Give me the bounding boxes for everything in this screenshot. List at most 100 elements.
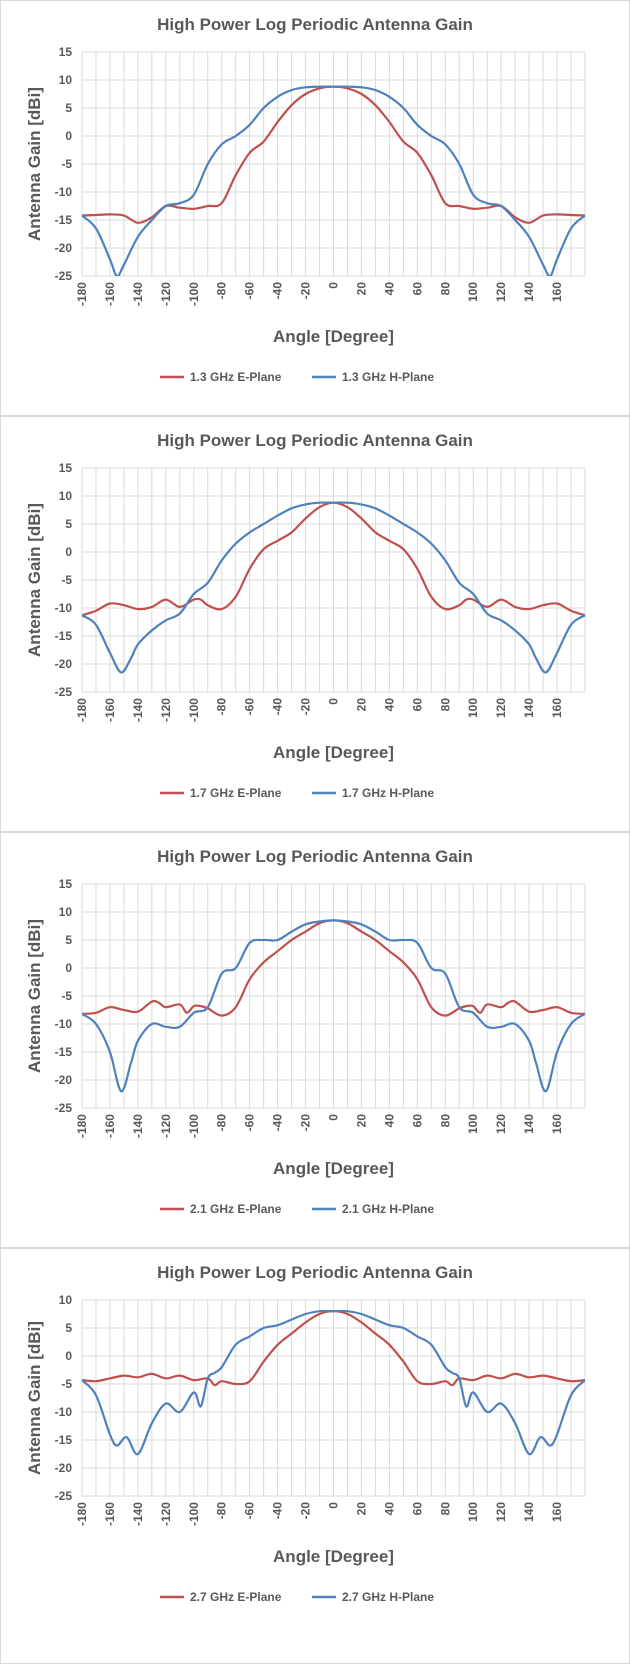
x-tick-label: 100 [466,698,480,718]
y-tick-label: -10 [55,185,73,199]
x-tick-label: -20 [299,1502,313,1520]
y-tick-label: -20 [55,657,73,671]
x-tick-label: -140 [131,1502,145,1526]
y-tick-label: 0 [65,129,72,143]
series-line-h-plane [82,501,585,674]
chart-svg: High Power Log Periodic Antenna Gain 10 5 0… [0,1248,630,1664]
x-tick-label: -160 [103,282,117,306]
x-tick-label: -120 [159,282,173,306]
x-tick-label: -80 [215,1114,229,1132]
y-tick-label: 15 [59,461,73,475]
chart-title: High Power Log Periodic Antenna Gain [157,431,473,450]
x-tick-label: -140 [131,698,145,722]
y-tick-label: 5 [65,1321,72,1335]
y-tick-label: -10 [55,601,73,615]
x-tick-label: 40 [382,282,396,296]
y-tick-label: -5 [61,573,72,587]
chart-panel-1: High Power Log Periodic Antenna Gain 15 10… [0,0,630,416]
x-tick-label: -180 [75,698,89,722]
x-tick-label: 140 [522,282,536,302]
x-tick-label: -100 [187,1502,201,1526]
series-line-h-plane [82,85,585,276]
y-tick-label: -15 [55,213,73,227]
x-tick-label: -60 [243,1114,257,1132]
x-tick-label: 0 [327,1502,341,1509]
x-tick-label: 120 [494,282,508,302]
x-tick-label: -40 [271,282,285,300]
x-tick-label: 80 [438,1502,452,1516]
y-tick-label: -25 [55,1101,73,1115]
x-tick-label: -180 [75,282,89,306]
chart-svg: High Power Log Periodic Antenna Gain 15 10… [0,832,630,1248]
y-tick-label: 15 [59,877,73,891]
x-tick-label: -180 [75,1502,89,1526]
x-axis-label: Angle [Degree] [273,743,394,762]
legend: 1.7 GHz E-Plane 1.7 GHz H-Plane [160,786,434,800]
x-tick-label: -160 [103,1502,117,1526]
y-axis-label: Antenna Gain [dBi] [25,919,44,1073]
x-tick-label: 160 [550,1114,564,1134]
x-axis-label: Angle [Degree] [273,1159,394,1178]
y-tick-label: 5 [65,101,72,115]
x-tick-label: 60 [410,1502,424,1516]
y-tick-label: -20 [55,1073,73,1087]
grid [81,467,586,693]
x-tick-label: 140 [522,1114,536,1134]
x-tick-label: 60 [410,282,424,296]
chart-border [0,416,630,832]
x-tick-label: 100 [466,282,480,302]
legend-label-h-plane: 2.7 GHz H-Plane [342,1590,434,1604]
y-tick-label: -15 [55,1433,73,1447]
x-tick-label: 20 [354,1114,368,1128]
y-tick-label: -25 [55,269,73,283]
y-tick-label: 0 [65,961,72,975]
x-tick-label: 160 [550,1502,564,1522]
x-tick-label: -40 [271,698,285,716]
x-tick-label: -80 [215,282,229,300]
y-tick-label: -25 [55,1489,73,1503]
x-tick-label: 80 [438,698,452,712]
x-tick-label: -100 [187,1114,201,1138]
x-tick-label: 160 [550,282,564,302]
x-tick-label: 40 [382,1502,396,1516]
y-tick-label: 5 [65,933,72,947]
x-tick-label: -60 [243,282,257,300]
x-tick-label: 0 [327,1114,341,1121]
x-tick-label: -60 [243,698,257,716]
y-tick-label: -5 [61,1377,72,1391]
legend-label-e-plane: 1.3 GHz E-Plane [190,370,282,384]
y-axis-label: Antenna Gain [dBi] [25,503,44,657]
y-tick-label: -15 [55,629,73,643]
chart-panel-4: High Power Log Periodic Antenna Gain 10 5 0… [0,1248,630,1664]
y-tick-label: 0 [65,545,72,559]
x-tick-label: 0 [327,282,341,289]
x-tick-label: 100 [466,1114,480,1134]
legend-label-h-plane: 1.7 GHz H-Plane [342,786,434,800]
x-tick-label: -120 [159,1502,173,1526]
legend: 2.1 GHz E-Plane 2.1 GHz H-Plane [160,1202,434,1216]
x-tick-label: -180 [75,1114,89,1138]
x-tick-label: -100 [187,282,201,306]
x-tick-label: 120 [494,1502,508,1522]
x-tick-label: -20 [299,698,313,716]
x-tick-label: 80 [438,1114,452,1128]
x-tick-label: -80 [215,1502,229,1520]
grid [81,51,586,277]
x-axis-label: Angle [Degree] [273,1547,394,1566]
y-tick-label: -20 [55,1461,73,1475]
x-tick-label: -140 [131,1114,145,1138]
chart-title: High Power Log Periodic Antenna Gain [157,847,473,866]
series-line-h-plane [82,919,585,1093]
x-tick-label: 20 [354,698,368,712]
y-tick-label: -20 [55,241,73,255]
legend-label-e-plane: 1.7 GHz E-Plane [190,786,282,800]
chart-panel-3: High Power Log Periodic Antenna Gain 15 10… [0,832,630,1248]
x-tick-label: -140 [131,282,145,306]
x-tick-label: -120 [159,1114,173,1138]
chart-svg: High Power Log Periodic Antenna Gain 15 10… [0,0,630,416]
chart-border [0,1248,630,1664]
legend-label-h-plane: 2.1 GHz H-Plane [342,1202,434,1216]
x-tick-label: 40 [382,1114,396,1128]
y-tick-label: -10 [55,1405,73,1419]
y-tick-label: -5 [61,989,72,1003]
